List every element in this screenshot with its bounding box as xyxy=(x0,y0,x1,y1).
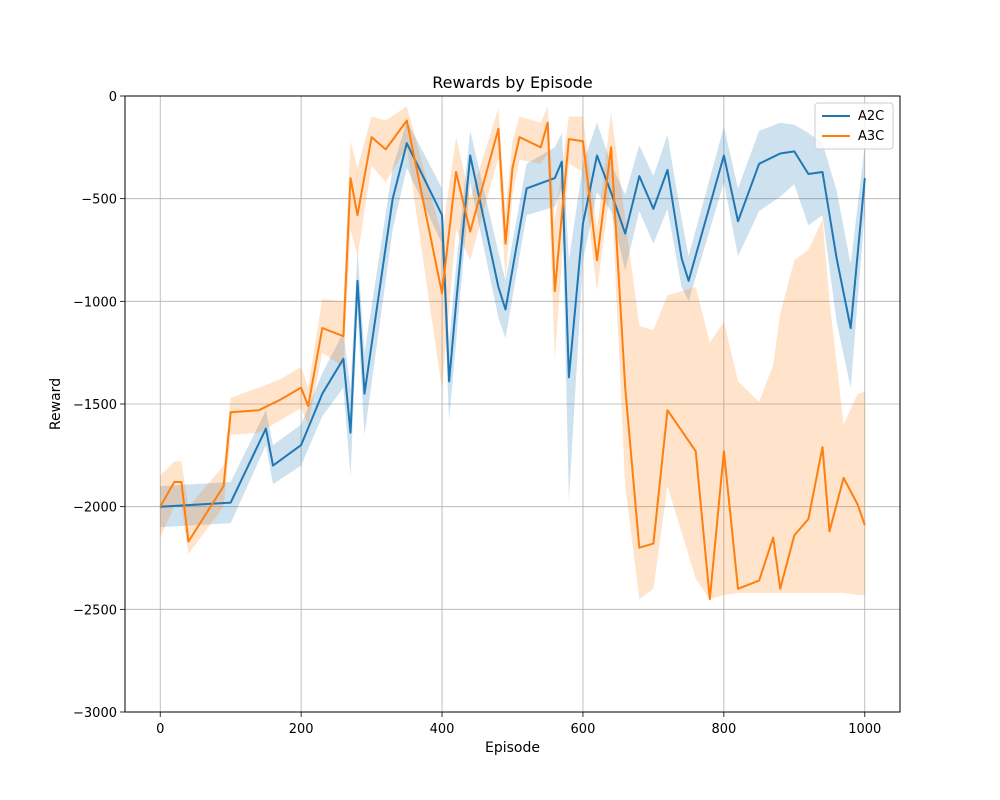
band-a3c xyxy=(160,106,865,600)
y-tick-label: 0 xyxy=(109,90,117,105)
y-tick-label: −3000 xyxy=(73,706,117,721)
y-tick-label: −2000 xyxy=(73,501,117,516)
x-tick-label: 400 xyxy=(430,722,455,737)
x-tick-label: 0 xyxy=(156,722,164,737)
line-a2c xyxy=(160,142,866,508)
legend-label-a3c: A3C xyxy=(858,129,884,144)
x-tick-label: 1000 xyxy=(848,722,881,737)
y-axis-label: Reward xyxy=(48,378,64,430)
chart-title: Rewards by Episode xyxy=(432,73,593,92)
x-tick-label: 800 xyxy=(711,722,736,737)
legend: A2C A3C xyxy=(814,102,894,150)
y-tick-label: −2500 xyxy=(73,603,117,618)
axis-ticks: 0 200 400 600 800 1000 0 −500 −1000 −1500 −2000 −25… xyxy=(73,90,881,737)
y-tick-label: −1000 xyxy=(73,295,117,310)
x-tick-label: 600 xyxy=(571,722,596,737)
y-tick-label: −500 xyxy=(81,193,117,208)
legend-label-a2c: A2C xyxy=(858,109,884,124)
confidence-bands xyxy=(160,106,865,600)
line-a3c xyxy=(159,119,866,601)
x-axis-label: Episode xyxy=(485,740,540,756)
y-tick-label: −1500 xyxy=(73,398,117,413)
grid xyxy=(125,95,900,713)
x-tick-label: 200 xyxy=(289,722,314,737)
legend-box xyxy=(814,102,894,150)
band-a2c xyxy=(160,120,865,528)
series-lines xyxy=(159,119,866,601)
